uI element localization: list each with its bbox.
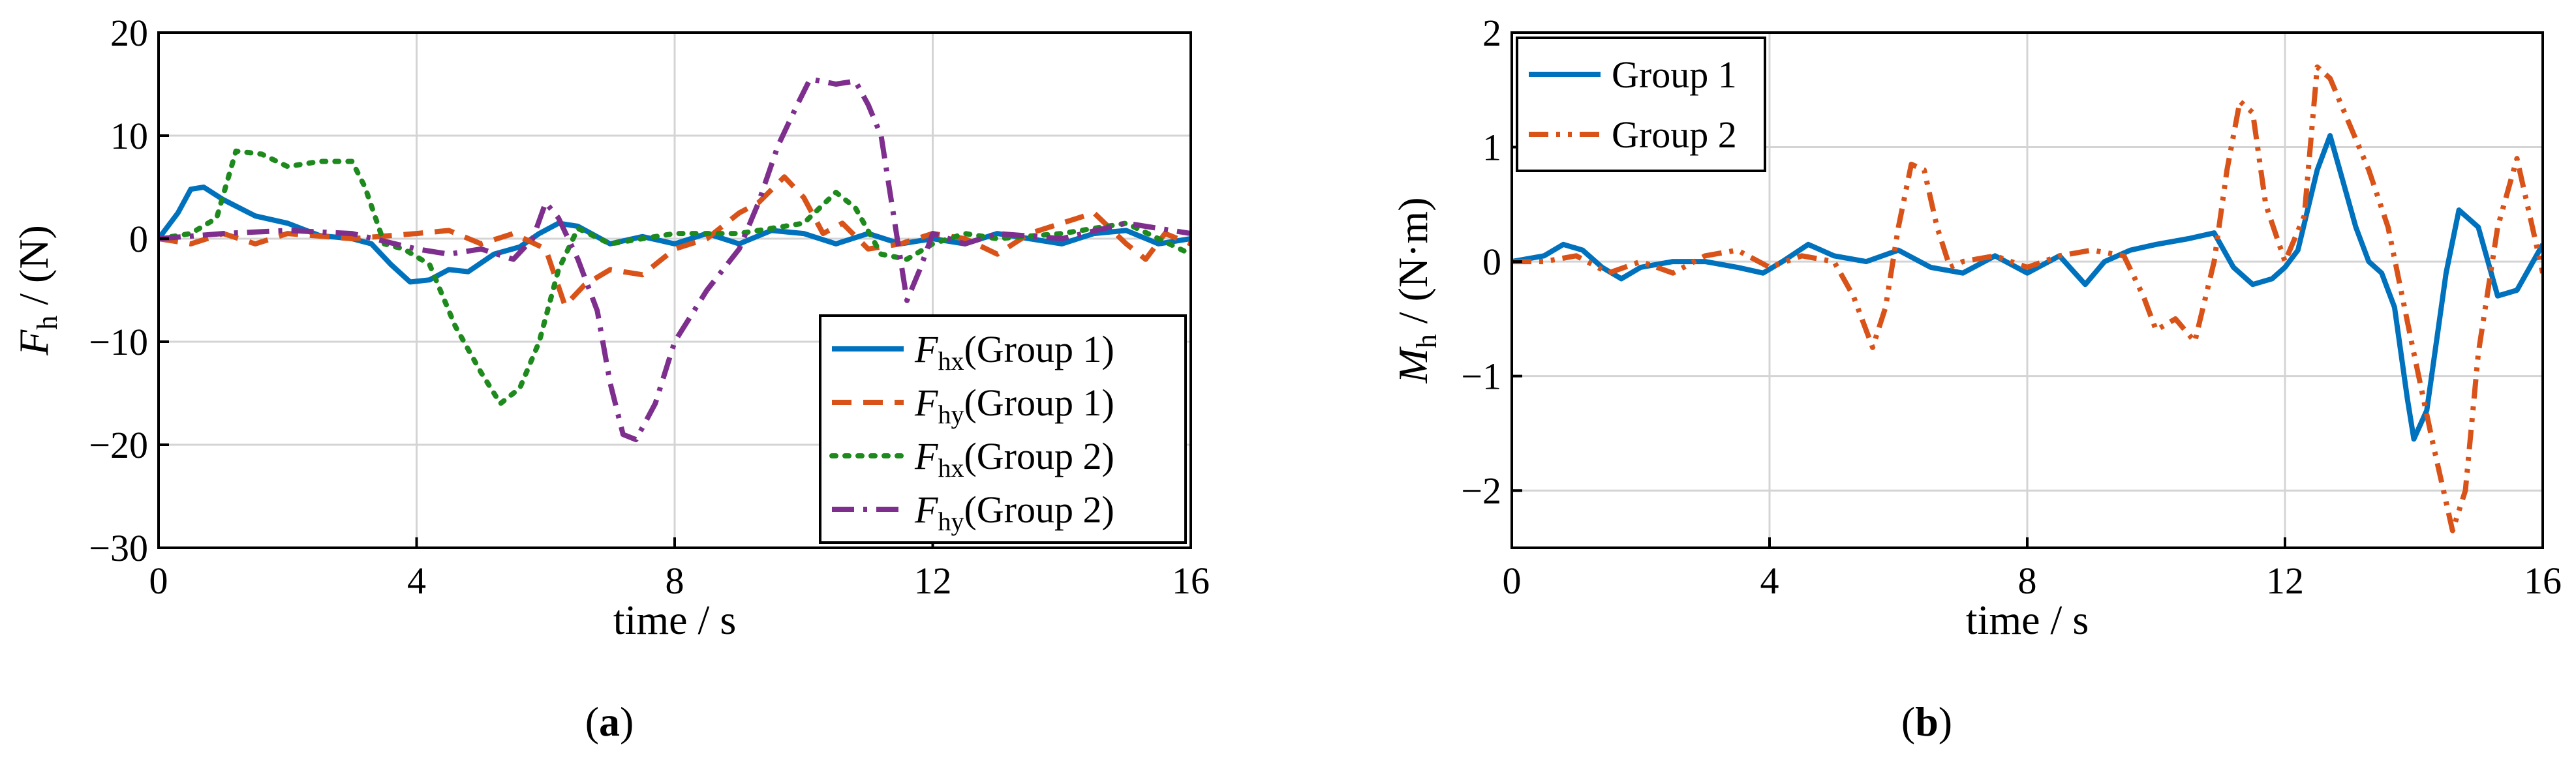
y-tick-label-4: 2: [1482, 12, 1501, 54]
series-line-1: [1512, 133, 2543, 442]
y-tick-label-2: −10: [89, 321, 148, 363]
y-axis-label-main: F: [10, 329, 57, 356]
x-tick-label-0: 0: [149, 560, 168, 602]
x-tick-label-4: 16: [2524, 560, 2562, 602]
series-line-2: [159, 174, 1191, 308]
x-tick-label-1: 4: [1760, 560, 1779, 602]
y-tick-label-3: 1: [1482, 127, 1501, 169]
legend-label-rest: (Group 2): [964, 435, 1114, 477]
y-axis-label: Fh / (N): [10, 225, 63, 356]
x-tick-label-1: 4: [407, 560, 426, 602]
legend-label-3: Fhx(Group 2): [914, 435, 1114, 483]
legend-label-main: F: [914, 328, 938, 370]
x-tick-label-4: 16: [1172, 560, 1210, 602]
legend-box: [1516, 37, 1766, 172]
y-axis-label-sub: h: [1411, 334, 1443, 348]
x-tick-label-2: 8: [2018, 560, 2037, 602]
y-axis-label: Mh / (N·m): [1390, 197, 1443, 383]
y-tick-label-4: 10: [110, 115, 148, 157]
y-tick-label-0: −2: [1461, 470, 1501, 512]
x-tick-label-2: 8: [666, 560, 684, 602]
legend-label-2: Fhy(Group 1): [914, 382, 1114, 429]
y-tick-label-5: 20: [110, 12, 148, 54]
legend: Group 1 Group 2: [1516, 37, 1766, 172]
legend-label-main: F: [914, 488, 938, 531]
legend-label-sub: hy: [938, 507, 964, 536]
y-tick-label-0: −30: [89, 527, 148, 569]
y-tick-label-2: 0: [1482, 241, 1501, 283]
caption-a: (a): [585, 698, 634, 745]
y-tick-label-3: 0: [129, 218, 148, 260]
legend-label-main: F: [914, 382, 938, 424]
series-line-3: [159, 148, 1191, 406]
x-tick-label-0: 0: [1503, 560, 1522, 602]
series-group: [159, 76, 1191, 443]
caption-a-letter: a: [599, 698, 620, 745]
series-group: [1512, 64, 2543, 533]
legend: Fhx(Group 1)Fhy(Group 1)Fhx(Group 2)Fhy(…: [819, 314, 1187, 544]
y-axis-label-main: M: [1390, 346, 1436, 384]
y-axis-label-unit: / (N): [10, 225, 57, 316]
legend-label-rest: (Group 2): [964, 488, 1114, 531]
legend-label-rest: (Group 1): [964, 382, 1114, 424]
legend-label-rest: (Group 1): [964, 328, 1114, 370]
x-axis-label: time / s: [1966, 597, 2089, 643]
legend-box: [819, 314, 1187, 544]
y-tick-label-1: −20: [89, 424, 148, 466]
legend-label-4: Fhy(Group 2): [914, 488, 1114, 536]
caption-b-letter: b: [1915, 698, 1939, 745]
series-line-2: [1512, 64, 2543, 533]
x-tick-label-3: 12: [2266, 560, 2304, 602]
caption-b: (b): [1901, 698, 1952, 745]
legend-label-2: Group 2: [1612, 113, 1737, 156]
x-tick-label-3: 12: [914, 560, 952, 602]
legend-label-1: Group 1: [1612, 53, 1737, 96]
y-tick-label-1: −1: [1461, 355, 1501, 398]
legend-label-1: Fhx(Group 1): [914, 328, 1114, 376]
x-axis-label: time / s: [613, 597, 736, 643]
y-axis-label-sub: h: [31, 316, 63, 330]
series-line-4: [159, 76, 1191, 443]
legend-label-main: F: [914, 435, 938, 477]
legend-label-sub: hx: [938, 453, 964, 483]
series-line-1: [159, 185, 1191, 285]
legend-label-sub: hy: [938, 400, 964, 429]
legend-label-sub: hx: [938, 346, 964, 376]
y-axis-label-unit: / (N·m): [1390, 197, 1436, 334]
